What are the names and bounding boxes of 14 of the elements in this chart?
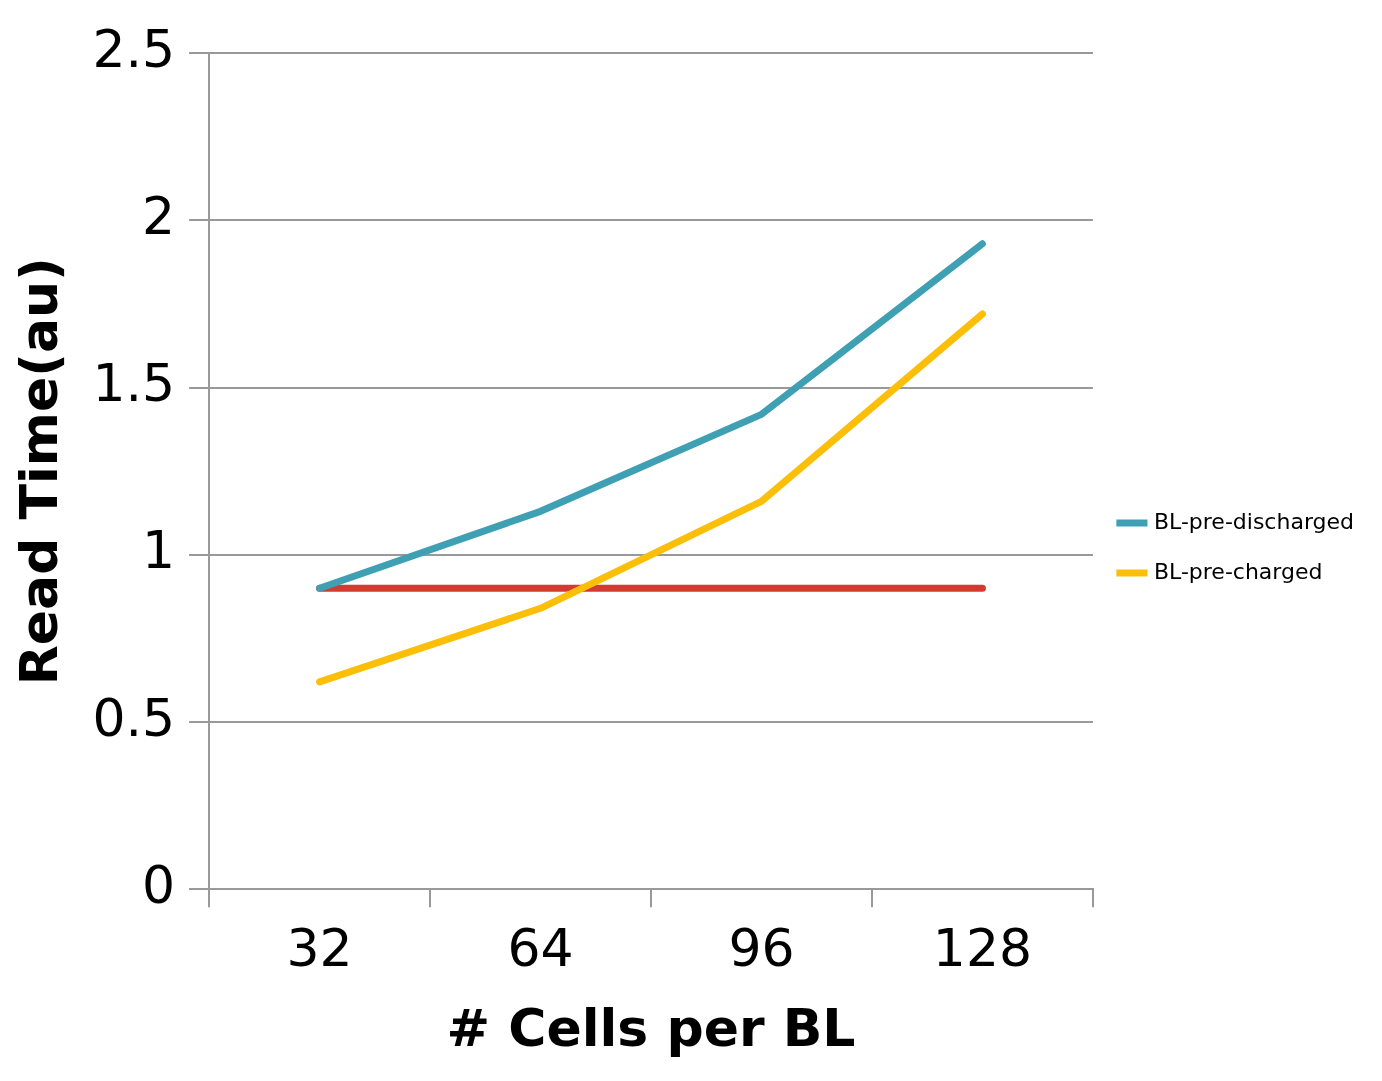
- y-tick-label: 0.5: [92, 687, 176, 748]
- legend-label: BL-pre-discharged: [1153, 508, 1355, 534]
- x-tick-label: 96: [728, 917, 795, 978]
- x-axis-title: # Cells per BL: [446, 998, 856, 1059]
- y-tick-label: 2: [142, 185, 176, 246]
- x-tick-label: 32: [286, 917, 353, 978]
- y-tick-label: 0: [142, 854, 176, 915]
- y-axis-title: Read Time(au): [8, 257, 69, 686]
- legend-label: BL-pre-charged: [1153, 558, 1323, 584]
- x-tick-label: 128: [932, 917, 1033, 978]
- y-tick-label: 1.5: [92, 353, 176, 414]
- x-tick-label: 64: [507, 917, 574, 978]
- y-tick-label: 2.5: [92, 18, 176, 79]
- y-tick-label: 1: [142, 520, 176, 581]
